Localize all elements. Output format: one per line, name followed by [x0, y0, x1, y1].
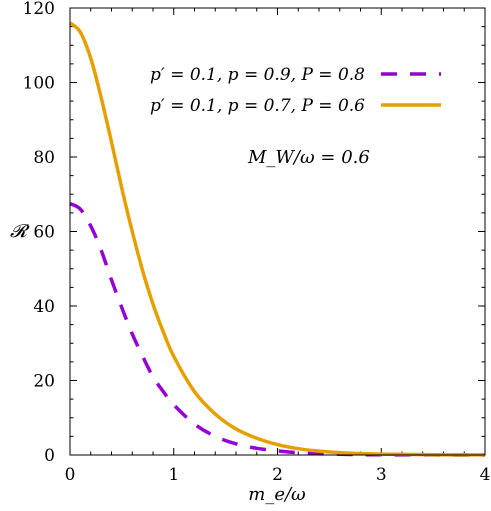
x-tick-label: 2	[272, 465, 283, 485]
y-tick-label: 40	[33, 297, 55, 317]
legend-label-series-2: p′ = 0.1, p = 0.7, P = 0.6	[150, 96, 365, 116]
legend: p′ = 0.1, p = 0.9, P = 0.8 p′ = 0.1, p =…	[150, 65, 441, 116]
y-tick-label: 120	[23, 0, 55, 19]
x-tick-label: 3	[376, 465, 387, 485]
y-axis-label: 𝓡	[10, 221, 30, 242]
series-line-2	[68, 21, 486, 457]
y-tick-label: 100	[23, 74, 55, 94]
series-lines	[68, 21, 486, 457]
y-tick-label: 60	[33, 223, 55, 243]
legend-label-series-1: p′ = 0.1, p = 0.9, P = 0.8	[150, 65, 365, 85]
plot-frame	[69, 7, 486, 456]
y-tick-label: 0	[44, 446, 55, 466]
annotation-mw-omega: M_W/ω = 0.6	[247, 147, 370, 168]
x-tick-label: 1	[168, 465, 179, 485]
x-axis-label: m_e/ω	[248, 484, 306, 505]
x-tick-label: 4	[480, 465, 491, 485]
y-tick-label: 20	[33, 372, 55, 392]
y-tick-label: 80	[33, 148, 55, 168]
x-tick-label: 0	[65, 465, 76, 485]
